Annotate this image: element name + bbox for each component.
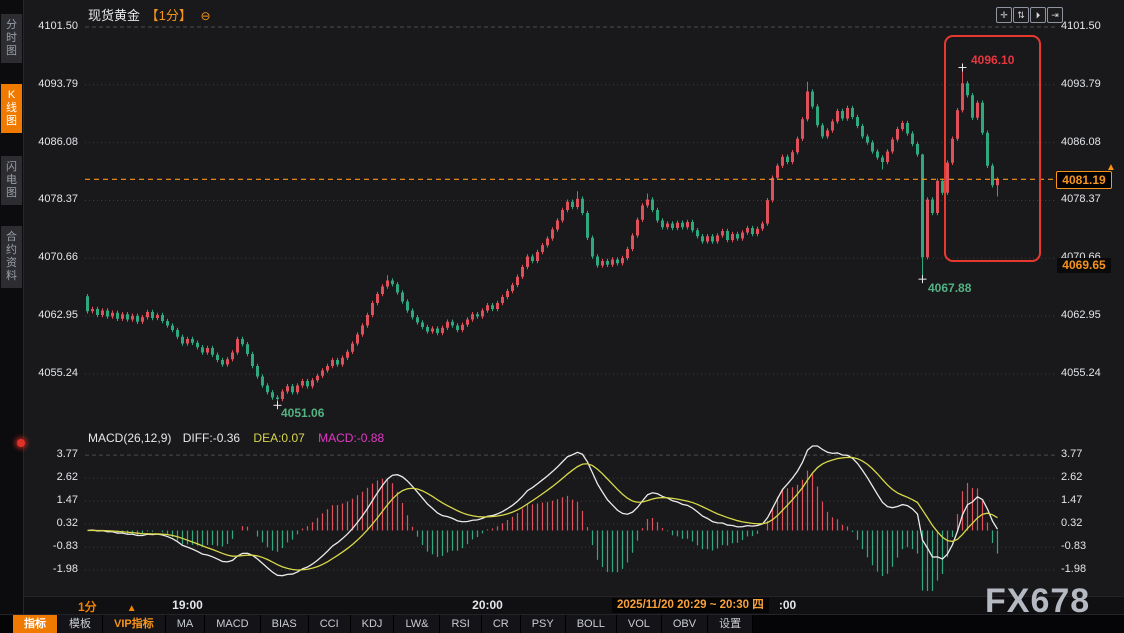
toolbar-item-templates[interactable]: 模板 — [58, 615, 103, 633]
price-tick-label: 4055.24 — [1061, 366, 1101, 379]
prev-close-label: 4069.65 — [1057, 258, 1111, 273]
indicator-toolbar: 指标 模板 VIP指标 MA MACD BIAS CCI KDJ LW& RSI… — [0, 614, 1124, 633]
diff-value: DIFF:-0.36 — [182, 431, 241, 445]
toolbar-item-lwr[interactable]: LW& — [394, 615, 441, 633]
sidebar-item-contract-info[interactable]: 合约资料 — [1, 226, 22, 288]
time-tick-label: :00 — [778, 598, 797, 612]
toolbar-item-kdj[interactable]: KDJ — [350, 615, 395, 633]
toolbar-item-psy[interactable]: PSY — [520, 615, 566, 633]
macd-value: MACD:-0.88 — [318, 431, 385, 445]
pan-right-icon[interactable]: ⇥ — [1047, 7, 1063, 23]
interval-selector[interactable]: 1分 ▲ — [78, 600, 137, 614]
toolbar-item-settings[interactable]: 设置 — [708, 615, 754, 633]
toolbar-item-cr[interactable]: CR — [481, 615, 521, 633]
price-tick-label: 4062.95 — [1061, 309, 1101, 322]
sidebar-item-time-chart[interactable]: 分时图 — [1, 14, 22, 63]
macd-tick-label: 2.62 — [56, 471, 78, 484]
time-tick-label: 19:00 — [172, 598, 203, 612]
toolbar-item-ma[interactable]: MA — [165, 615, 206, 633]
price-tick-label: 4093.79 — [38, 77, 78, 90]
macd-tick-label: 2.62 — [1061, 471, 1083, 484]
macd-tick-label: -1.98 — [52, 563, 78, 576]
fx678-watermark: FX678 — [985, 582, 1091, 620]
price-tick-label: 4101.50 — [38, 20, 78, 32]
toolbar-item-bias[interactable]: BIAS — [260, 615, 309, 633]
macd-tick-label: 1.47 — [56, 494, 78, 507]
macd-tick-label: -0.83 — [52, 540, 78, 553]
current-price-label: 4081.19 — [1056, 171, 1112, 189]
price-tick-label: 4086.08 — [1061, 135, 1101, 148]
toolbar-item-vol[interactable]: VOL — [616, 615, 662, 633]
chart-type-sidebar: 分时图 K线图 闪电图 合约资料 — [0, 0, 25, 633]
macd-tick-label: 0.32 — [56, 517, 78, 530]
macd-tick-label: 3.77 — [56, 448, 78, 461]
toolbar-spacer — [0, 615, 13, 633]
toolbar-item-rsi[interactable]: RSI — [440, 615, 482, 633]
dea-value: DEA:0.07 — [253, 431, 305, 445]
symbol-name: 现货黄金 — [88, 8, 141, 23]
alert-dot-icon — [17, 439, 25, 447]
price-tick-label: 4070.66 — [38, 251, 78, 264]
interval-badge: 【1分】 — [145, 8, 192, 23]
macd-tick-label: -0.83 — [1061, 540, 1087, 553]
price-tick-label: 4055.24 — [38, 366, 78, 379]
macd-readout: MACD(26,12,9) DIFF:-0.36 DEA:0.07 MACD:-… — [88, 431, 384, 445]
macd-tick-label: 1.47 — [1061, 494, 1083, 507]
price-tick-label: 4101.50 — [1061, 20, 1101, 32]
toolbar-item-boll[interactable]: BOLL — [565, 615, 617, 633]
price-tick-label: 4093.79 — [1061, 77, 1101, 90]
toolbar-item-indicators[interactable]: 指标 — [13, 615, 58, 633]
candle-time-tooltip: 2025/11/20 20:29 ~ 20:30 四 — [612, 598, 769, 613]
toolbar-item-vip-indicators[interactable]: VIP指标 — [103, 615, 166, 633]
time-axis: 1分 ▲ 2025/11/20 20:29 ~ 20:30 四 — [24, 596, 1124, 614]
scale-axis-icon[interactable]: ⇅ — [1013, 7, 1029, 23]
toolbar-item-cci[interactable]: CCI — [308, 615, 351, 633]
macd-tick-label: 0.32 — [1061, 517, 1083, 530]
price-tick-label: 4086.08 — [38, 135, 78, 148]
macd-tick-label: -1.98 — [1061, 563, 1087, 576]
chart-title: 现货黄金 【1分】 ⊖ — [88, 5, 211, 24]
session-low-annotation: 4051.06 — [281, 406, 325, 420]
auto-scroll-icon[interactable]: ⏵ — [1030, 7, 1046, 23]
toolbar-item-obv[interactable]: OBV — [661, 615, 709, 633]
high-annotation: 4096.10 — [971, 53, 1015, 67]
toolbar-item-macd[interactable]: MACD — [205, 615, 261, 633]
sidebar-item-kline-chart[interactable]: K线图 — [1, 84, 22, 133]
interval-arrow-icon: ▲ — [126, 603, 137, 614]
sidebar-item-lightning-chart[interactable]: 闪电图 — [1, 156, 22, 205]
low-annotation: 4067.88 — [928, 281, 972, 295]
macd-params: MACD(26,12,9) — [88, 431, 172, 445]
macd-tick-label: 3.77 — [1061, 448, 1083, 461]
price-arrow-icon: ▲ — [1106, 162, 1116, 173]
price-tick-label: 4078.37 — [1061, 193, 1101, 206]
move-icon[interactable]: ✛ — [996, 7, 1012, 23]
collapse-icon[interactable]: ⊖ — [200, 9, 211, 23]
time-tick-label: 20:00 — [472, 598, 503, 612]
price-tick-label: 4078.37 — [38, 193, 78, 206]
price-tick-label: 4062.95 — [38, 309, 78, 322]
